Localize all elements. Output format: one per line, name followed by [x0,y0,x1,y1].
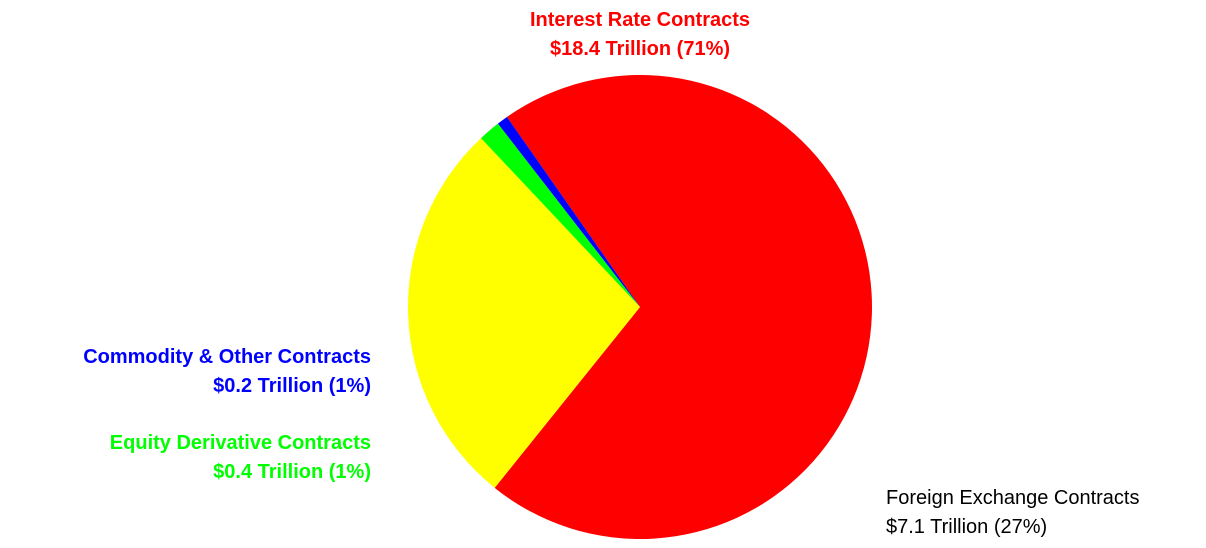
pie-slice-foreign-exchange-contracts [408,138,640,488]
pie-slice-interest-rate-contracts [494,74,872,540]
label-forex-value: $7.1 Trillion (27%) [886,516,1048,538]
label-forex-name: Foreign Exchange Contracts [886,487,1140,509]
label-commodity-name: Commodity & Other Contracts [83,346,371,368]
label-interest-rate-value: $18.4 Trillion (71%) [549,38,731,60]
label-interest-rate-name: Interest Rate Contracts [529,9,751,31]
label-equity-derivative-contracts: Equity Derivative Contracts $0.4 Trillio… [110,429,371,487]
label-commodity-value: $0.2 Trillion (1%) [213,375,371,397]
label-interest-rate-contracts: Interest Rate Contracts $18.4 Trillion (… [420,6,860,64]
label-foreign-exchange-contracts: Foreign Exchange Contracts $7.1 Trillion… [886,484,1139,542]
label-equity-name: Equity Derivative Contracts [109,432,371,454]
pie-slice-equity-derivative-contracts [480,123,640,307]
label-equity-value: $0.4 Trillion (1%) [213,461,371,483]
label-commodity-contracts: Commodity & Other Contracts $0.2 Trillio… [83,343,371,401]
pie-slice-commodity-other-contracts [497,116,640,307]
